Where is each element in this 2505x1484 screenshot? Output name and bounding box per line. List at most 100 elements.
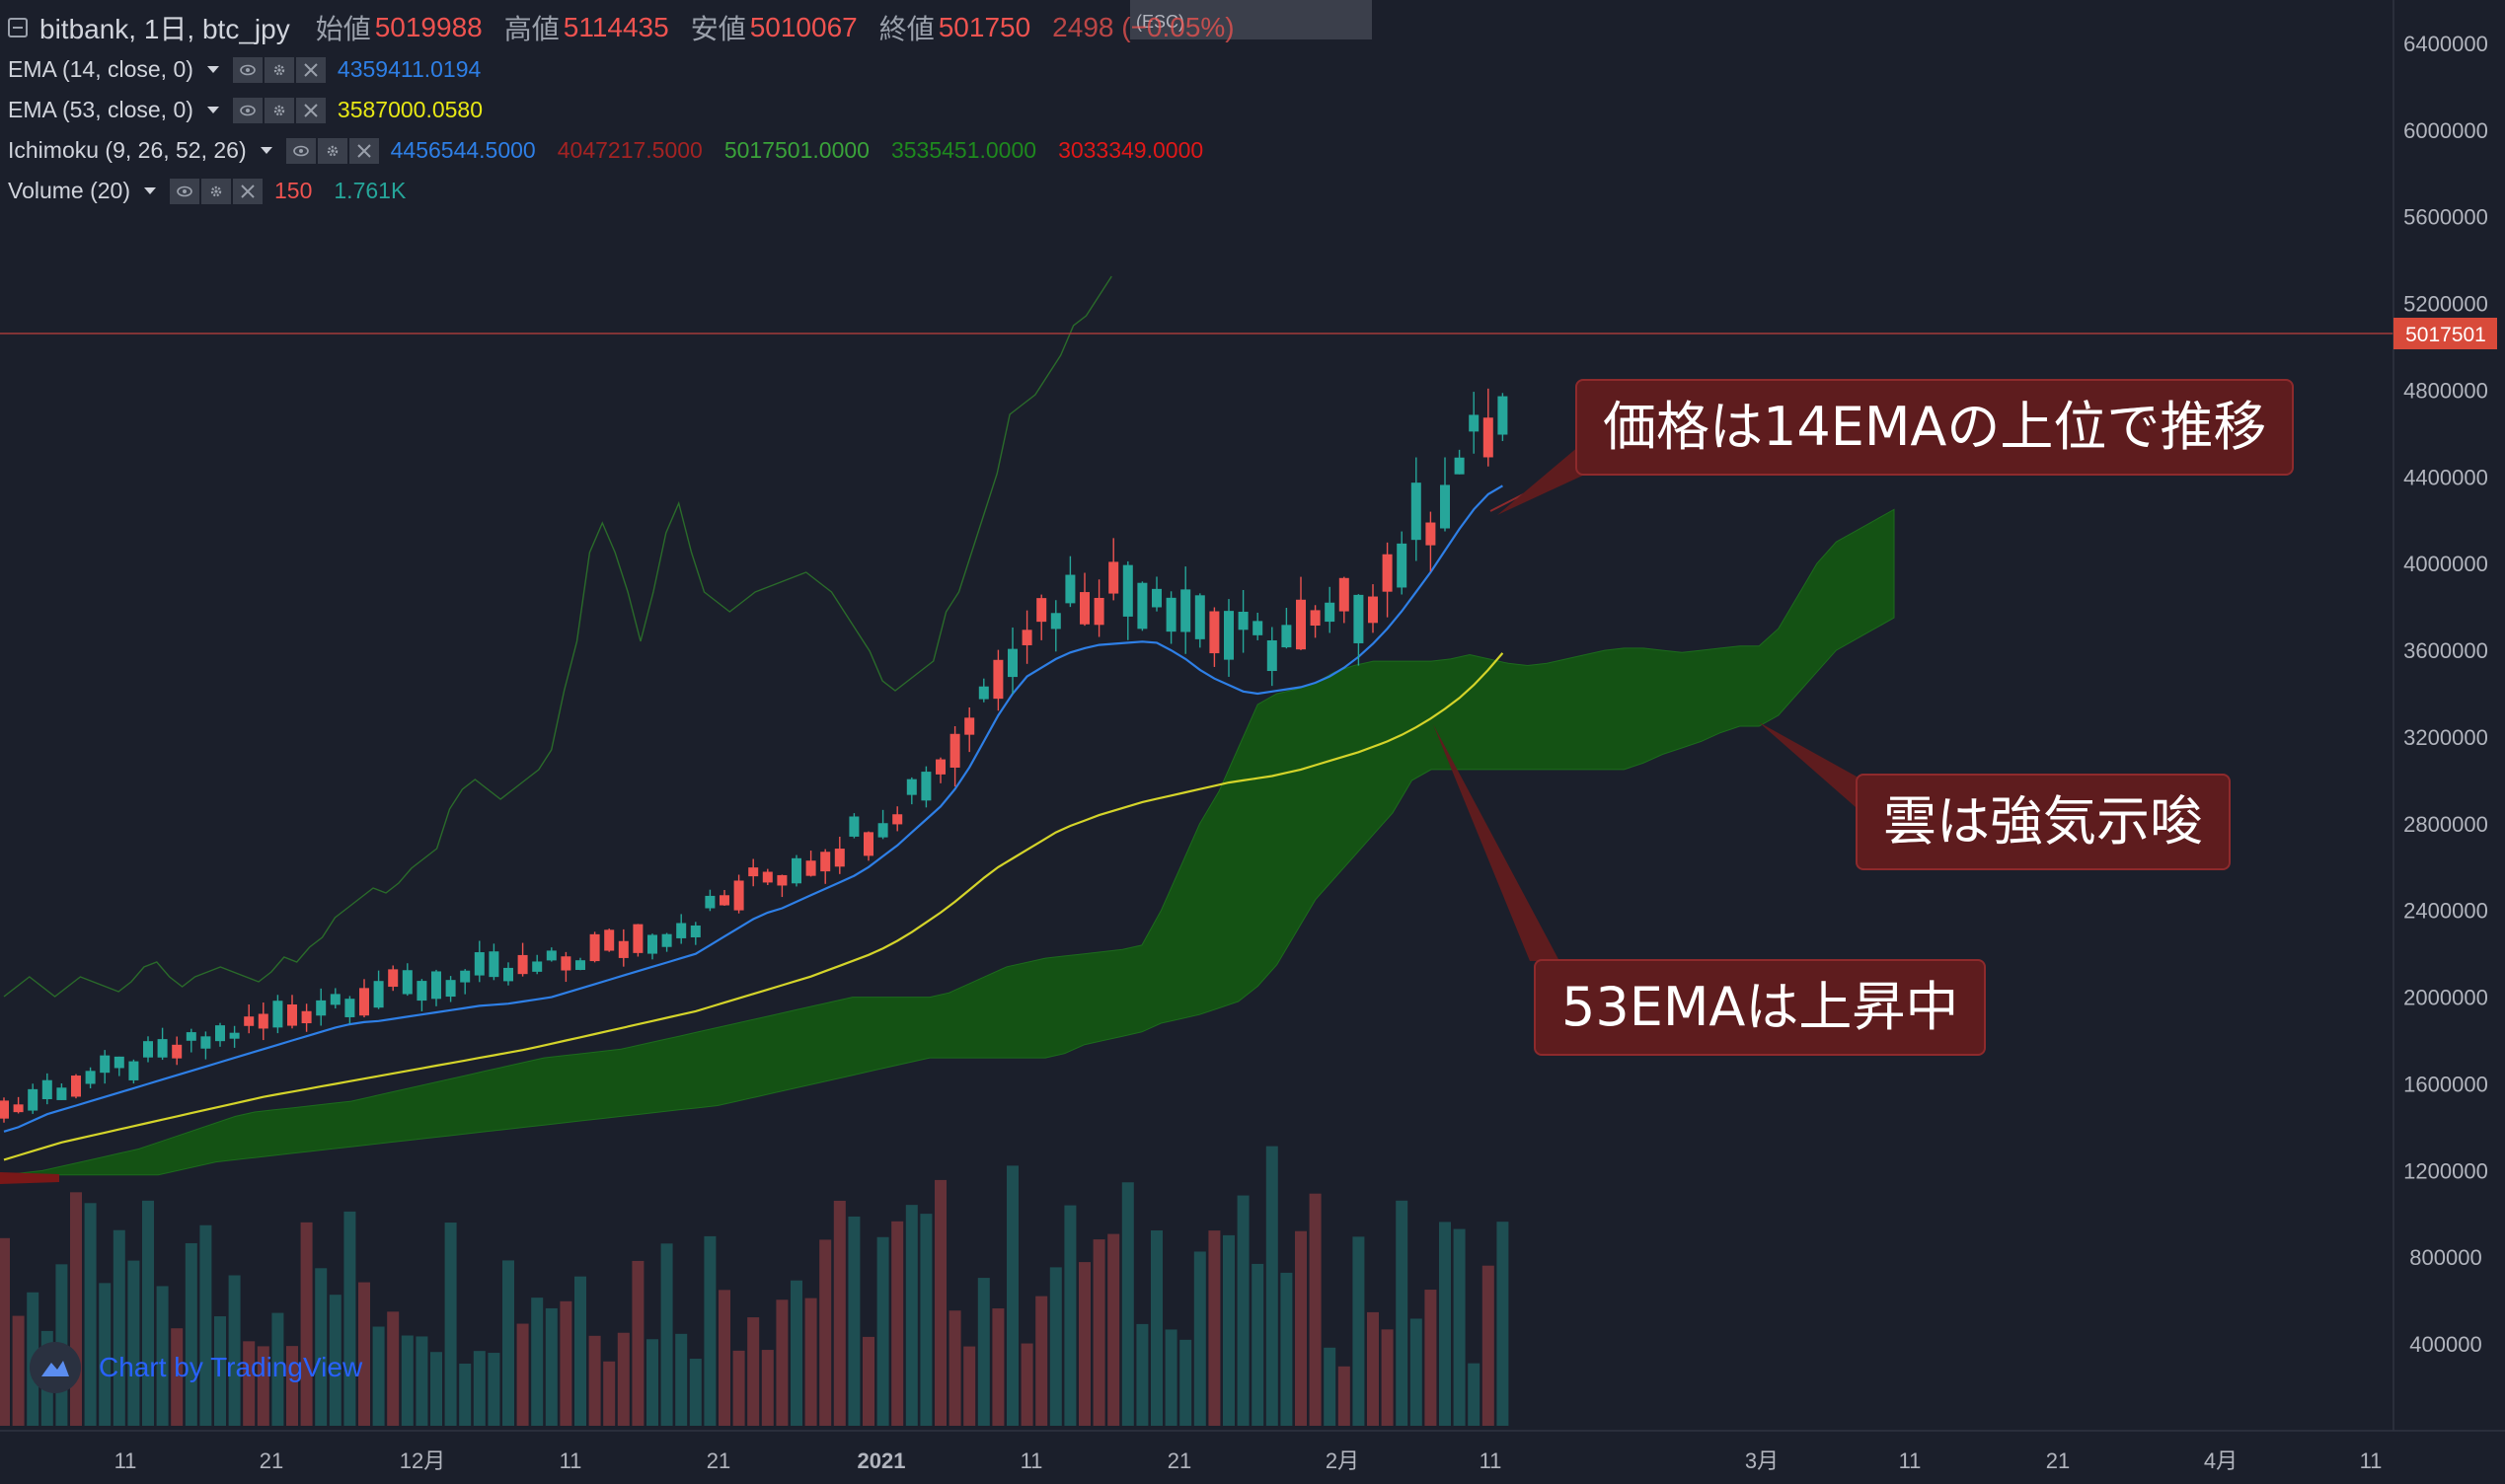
indicator-row[interactable]: EMA (53, close, 0) 3587000.0580 xyxy=(8,90,1256,130)
candle-body xyxy=(748,867,759,877)
callout-14ema: 価格は14EMAの上位で推移 xyxy=(1575,379,2295,476)
eye-icon[interactable] xyxy=(285,137,316,164)
volume-bar xyxy=(646,1339,658,1426)
chevron-down-icon[interactable] xyxy=(144,187,157,194)
volume-bar xyxy=(1179,1339,1192,1426)
close-icon[interactable] xyxy=(348,137,379,164)
candle-body xyxy=(431,971,441,1000)
close-icon[interactable] xyxy=(295,56,326,83)
gear-icon[interactable] xyxy=(317,137,347,164)
indicator-row[interactable]: Volume (20) 150 1.761K xyxy=(8,171,1256,211)
volume-bar xyxy=(1121,1182,1134,1426)
candle-body xyxy=(1094,597,1104,626)
time-tick-label: 12月 xyxy=(400,1448,445,1473)
price-tick-label: 2400000 xyxy=(2403,899,2488,924)
indicator-name[interactable]: EMA (14, close, 0) xyxy=(8,56,193,82)
volume-bar xyxy=(949,1310,961,1426)
price-axis[interactable]: 6400000 6000000 5600000 5200000 4800000 44000… xyxy=(2403,32,2488,1357)
close-value: 501750 xyxy=(938,12,1031,42)
volume-bar xyxy=(1252,1263,1264,1426)
time-tick-label: 2月 xyxy=(1326,1448,1359,1473)
price-tick-label: 2000000 xyxy=(2403,986,2488,1010)
candle-body xyxy=(272,1001,283,1028)
price-tick-label: 6000000 xyxy=(2403,118,2488,143)
candle-body xyxy=(114,1056,124,1069)
price-tick-label: 3200000 xyxy=(2403,725,2488,750)
volume-bar xyxy=(502,1260,514,1426)
candle-body xyxy=(417,981,427,1002)
callout-14ema-tail xyxy=(1497,446,1591,515)
candle-body xyxy=(172,1044,183,1059)
volume-bar xyxy=(603,1361,616,1426)
symbol-title[interactable]: bitbank, 1日, btc_jpy xyxy=(39,14,290,44)
time-axis[interactable]: 11 21 12月 11 21 2021 11 21 2月 11 3月 11 21 4月 11 xyxy=(114,1448,2383,1473)
volume-bar xyxy=(977,1278,990,1426)
close-icon[interactable] xyxy=(295,97,326,123)
volume-bar xyxy=(675,1333,688,1426)
candle-body xyxy=(1065,574,1076,604)
indicator-row[interactable]: Ichimoku (9, 26, 52, 26) 4456544.5000 4047… xyxy=(8,130,1256,171)
volume-bar xyxy=(300,1222,313,1426)
tradingview-branding[interactable]: Chart by TradingView xyxy=(30,1342,362,1393)
volume-bar xyxy=(1481,1265,1494,1426)
candle-body xyxy=(373,981,384,1008)
volume-bar xyxy=(228,1275,241,1426)
candle-body xyxy=(705,895,716,909)
volume-bar xyxy=(444,1223,457,1426)
indicator-name[interactable]: Ichimoku (9, 26, 52, 26) xyxy=(8,137,247,163)
indicator-row[interactable]: EMA (14, close, 0) 4359411.0194 xyxy=(8,49,1256,90)
eye-icon[interactable] xyxy=(232,56,263,83)
candle-body xyxy=(834,849,845,867)
candle-body xyxy=(921,772,932,801)
escape-hint[interactable]: (ESC) xyxy=(1130,0,1372,39)
open-label: 始値 xyxy=(315,14,371,44)
gear-icon[interactable] xyxy=(201,178,232,204)
volume-bar xyxy=(963,1346,976,1426)
chevron-down-icon[interactable] xyxy=(206,66,219,73)
volume-bar xyxy=(156,1286,169,1426)
candle-body xyxy=(1122,564,1133,617)
volume-bar xyxy=(761,1350,774,1426)
candle-body xyxy=(128,1061,139,1080)
volume-bar xyxy=(488,1353,500,1426)
candle-body xyxy=(1209,611,1220,654)
time-tick-label: 11 xyxy=(1480,1448,1502,1473)
candle-body xyxy=(676,923,687,938)
volume-bar xyxy=(1093,1239,1105,1426)
price-tick-label: 4800000 xyxy=(2403,378,2488,403)
chevron-down-icon[interactable] xyxy=(206,107,219,113)
candle-body xyxy=(186,1032,196,1041)
open-value: 5019988 xyxy=(374,12,483,42)
volume-bar xyxy=(1049,1267,1062,1426)
eye-icon[interactable] xyxy=(170,178,200,204)
volume-bar xyxy=(531,1298,544,1426)
time-tick-label: 21 xyxy=(260,1448,283,1473)
candle-body xyxy=(100,1055,111,1074)
close-icon[interactable] xyxy=(233,178,264,204)
time-tick-label: 11 xyxy=(2360,1448,2383,1473)
volume-bar xyxy=(185,1242,197,1426)
candle-body xyxy=(301,1010,312,1024)
candle-body xyxy=(1152,588,1162,608)
candle-body xyxy=(388,969,399,988)
indicator-name[interactable]: EMA (53, close, 0) xyxy=(8,97,193,122)
volume-bar xyxy=(1367,1311,1379,1426)
chart-legend: bitbank, 1日, btc_jpy 始値 5019988 高値 5114435… xyxy=(8,6,1256,211)
volume-bar xyxy=(545,1307,558,1426)
volume-bar xyxy=(142,1200,154,1426)
candle-body xyxy=(936,759,946,775)
volume-bar xyxy=(1324,1347,1336,1426)
gear-icon[interactable] xyxy=(264,97,294,123)
chevron-down-icon[interactable] xyxy=(260,147,272,154)
gear-icon[interactable] xyxy=(264,56,294,83)
indicator-name[interactable]: Volume (20) xyxy=(8,178,131,203)
candle-body xyxy=(1008,648,1018,678)
candle-body xyxy=(561,956,571,971)
candle-body xyxy=(792,857,801,884)
eye-icon[interactable] xyxy=(232,97,263,123)
indicator-value: 1.761K xyxy=(334,178,407,203)
collapse-icon[interactable] xyxy=(8,18,28,37)
volume-bar xyxy=(1409,1318,1422,1426)
candle-body xyxy=(1368,596,1378,624)
